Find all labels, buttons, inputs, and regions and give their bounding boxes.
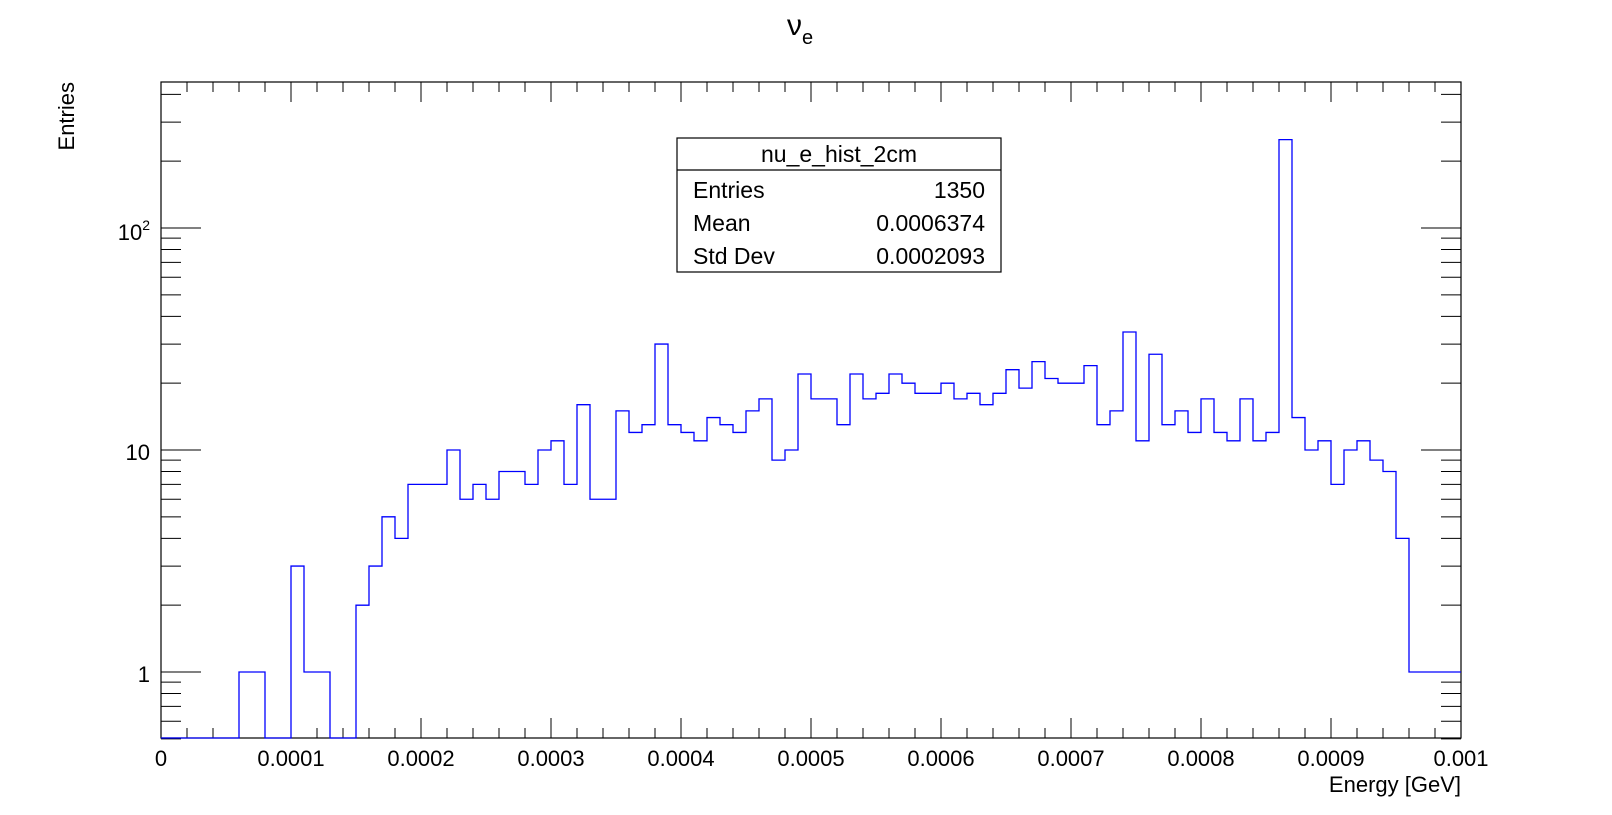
x-tick-label: 0.0005 <box>777 746 844 771</box>
stats-box-frame <box>676 137 1002 273</box>
stats-box-title: nu_e_hist_2cm <box>761 141 917 167</box>
stats-stddev-label: Std Dev <box>693 243 775 269</box>
stats-mean-label: Mean <box>693 210 751 236</box>
x-tick-label: 0 <box>155 746 167 771</box>
chart-title-symbol: ν <box>787 9 802 42</box>
x-tick-label: 0.0007 <box>1037 746 1104 771</box>
x-tick-label: 0.0001 <box>257 746 324 771</box>
x-tick-label: 0.0003 <box>517 746 584 771</box>
stats-entries-value: 1350 <box>934 177 985 203</box>
y-axis-ticks <box>161 93 1461 740</box>
x-tick-label: 0.0009 <box>1297 746 1364 771</box>
x-axis-tick-labels: 0 0.0001 0.0002 0.0003 0.0004 0.0005 0.0006 0.0… <box>155 746 1489 771</box>
y-tick-label-10: 10 <box>126 440 150 465</box>
stats-box: nu_e_hist_2cm Entries 1350 Mean 0.000637… <box>676 137 1002 273</box>
x-tick-label: 0.001 <box>1433 746 1488 771</box>
x-axis-label: Energy [GeV] <box>1329 772 1461 797</box>
x-tick-label: 0.0004 <box>647 746 714 771</box>
x-tick-label: 0.0002 <box>387 746 454 771</box>
y-tick-label-100-base: 10 <box>118 220 142 245</box>
y-axis-label: Entries <box>54 82 79 150</box>
y-tick-label-1: 1 <box>138 662 150 687</box>
stats-stddev-value: 0.0002093 <box>876 243 985 269</box>
chart-title-subscript: e <box>802 27 813 49</box>
stats-entries-label: Entries <box>693 177 765 203</box>
x-tick-label: 0.0006 <box>907 746 974 771</box>
y-tick-label-100-exponent: 2 <box>142 217 150 233</box>
histogram-series-line <box>161 139 1461 739</box>
x-axis-ticks <box>160 82 1462 738</box>
stats-mean-value: 0.0006374 <box>876 210 985 236</box>
x-tick-label: 0.0008 <box>1167 746 1234 771</box>
chart-title: νe <box>787 9 813 49</box>
y-tick-label-100: 102 <box>118 217 150 245</box>
